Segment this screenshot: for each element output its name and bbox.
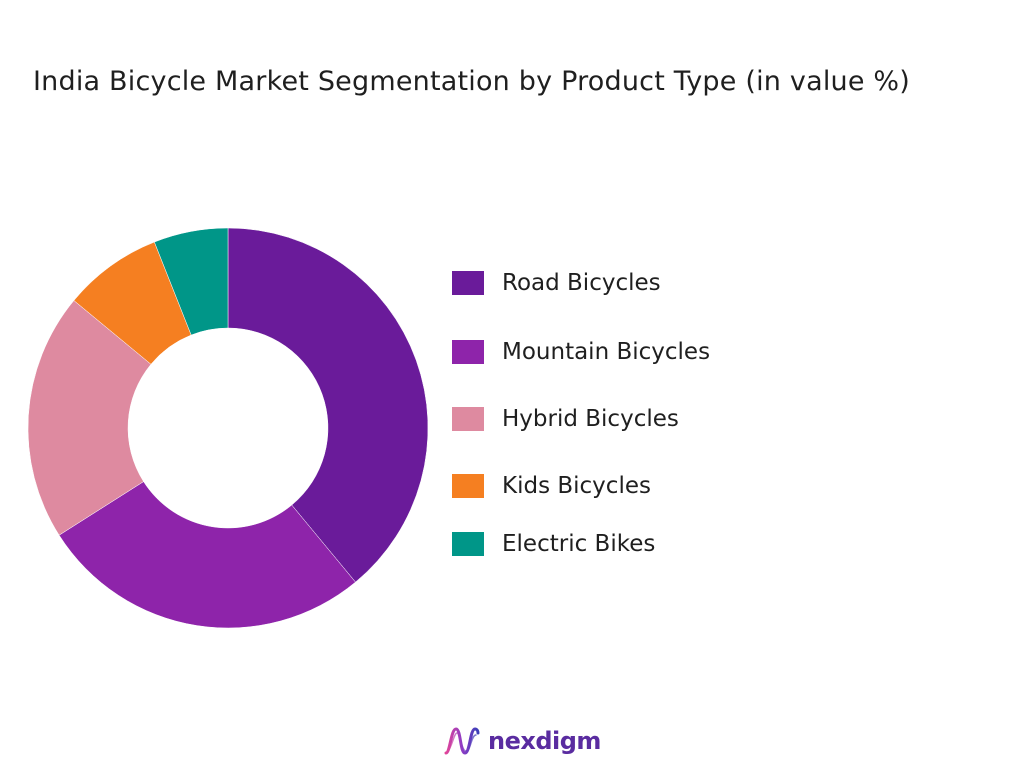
legend-swatch (452, 340, 484, 364)
brand-name: nexdigm (488, 727, 601, 755)
legend-item-mountain-bicycles: Mountain Bicycles (452, 335, 710, 369)
legend-label: Road Bicycles (502, 270, 661, 296)
legend-swatch (452, 474, 484, 498)
legend-label: Electric Bikes (502, 531, 656, 557)
legend-item-kids-bicycles: Kids Bicycles (452, 469, 651, 503)
legend-swatch (452, 271, 484, 295)
legend-swatch (452, 532, 484, 556)
legend-label: Mountain Bicycles (502, 339, 711, 365)
legend-item-hybrid-bicycles: Hybrid Bicycles (452, 402, 679, 436)
donut-slice-road-bicycles (227, 227, 429, 583)
nexdigm-wave-logo-icon (444, 727, 480, 755)
legend-label: Kids Bicycles (502, 473, 651, 499)
legend-item-electric-bikes: Electric Bikes (452, 527, 655, 561)
donut-slice-mountain-bicycles (58, 481, 356, 629)
chart-legend: Road Bicycles Mountain Bicycles Hybrid Bic… (452, 262, 892, 582)
legend-label: Hybrid Bicycles (502, 406, 679, 432)
donut-slice-hybrid-bicycles (27, 300, 152, 536)
legend-swatch (452, 407, 484, 431)
chart-title: India Bicycle Market Segmentation by Pro… (33, 66, 911, 97)
donut-slice-electric-bikes (154, 227, 229, 336)
legend-item-road-bicycles: Road Bicycles (452, 266, 661, 300)
brand-logo: nexdigm (442, 720, 601, 762)
